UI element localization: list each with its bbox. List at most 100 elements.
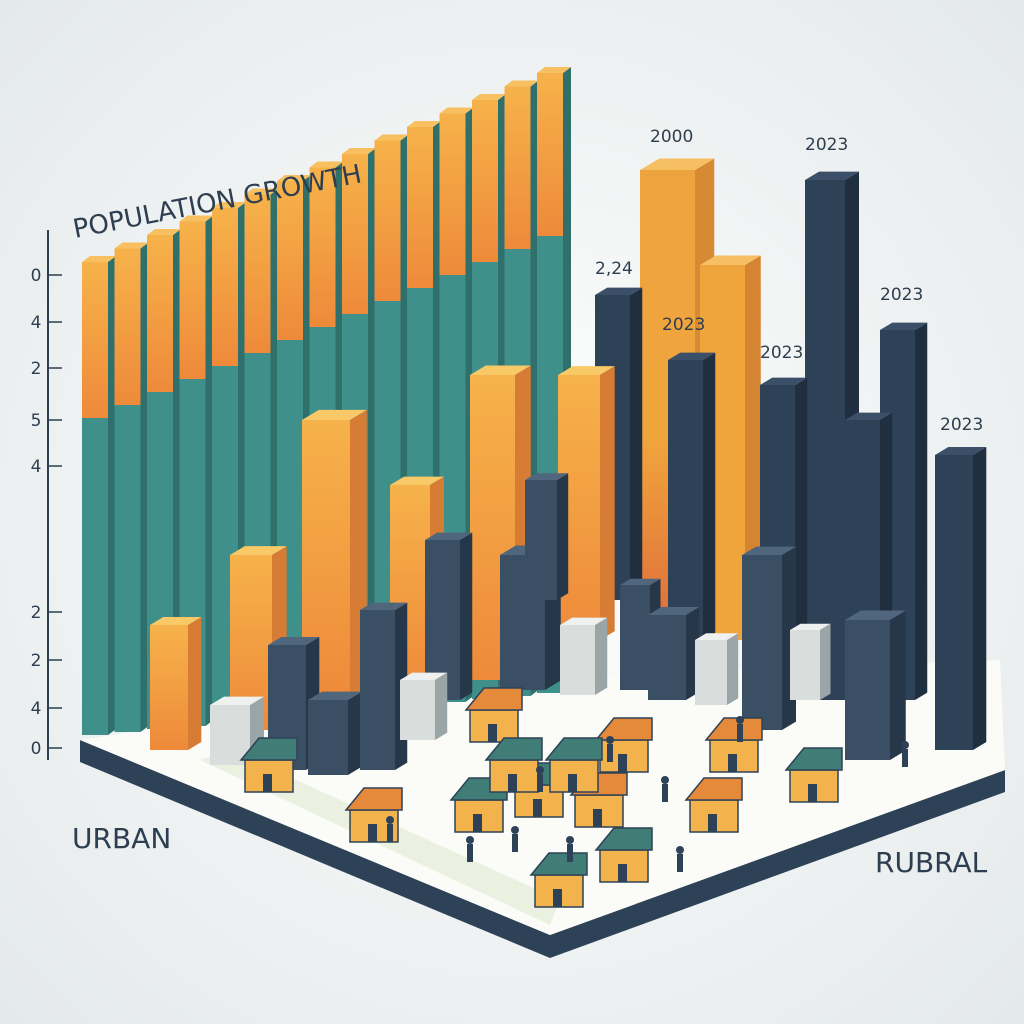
building-light-top xyxy=(210,696,264,705)
person-head xyxy=(536,766,544,774)
bar-front-side xyxy=(188,617,202,750)
house-door xyxy=(263,774,272,792)
bar-tall-top xyxy=(700,255,761,265)
building-light-side xyxy=(727,633,739,705)
house-roof xyxy=(704,717,763,741)
person-head xyxy=(736,716,744,724)
bar-top xyxy=(277,175,311,181)
bar-front xyxy=(150,625,188,750)
bar-tall-top xyxy=(640,158,715,170)
building-light xyxy=(400,680,435,740)
building-light-top xyxy=(400,672,448,680)
bar-top xyxy=(504,80,539,87)
house-door xyxy=(593,809,602,827)
person-body xyxy=(737,724,743,742)
bar-orange xyxy=(277,181,303,340)
year-label: 2023 xyxy=(880,285,923,305)
bar-top xyxy=(212,202,246,208)
house-roof xyxy=(464,687,523,711)
building-light-side xyxy=(595,617,608,695)
bar-front-top xyxy=(390,476,444,485)
bar-orange xyxy=(374,140,401,301)
house-door xyxy=(368,824,377,842)
house-door xyxy=(808,784,817,802)
bar-top xyxy=(114,242,149,249)
building-light-top xyxy=(695,633,739,640)
house-door xyxy=(473,814,482,832)
person-body xyxy=(902,749,908,767)
bar-top xyxy=(147,229,181,235)
bar-top xyxy=(407,121,441,127)
bar-top xyxy=(309,161,344,168)
bar-orange xyxy=(147,235,173,392)
building-tall xyxy=(935,455,973,750)
person-body xyxy=(677,854,683,872)
bar-top xyxy=(374,134,409,141)
bars xyxy=(82,67,987,908)
person-body xyxy=(567,844,573,862)
building-side xyxy=(348,691,362,775)
building-side xyxy=(890,610,906,760)
year-label: 2,24 xyxy=(595,259,633,279)
bar-top xyxy=(472,94,506,100)
building-top xyxy=(425,532,473,540)
house-roof xyxy=(484,737,543,761)
axis-label: 2 xyxy=(31,603,42,623)
axis-label: 0 xyxy=(31,739,42,759)
bar-orange xyxy=(472,100,498,262)
person-head xyxy=(511,826,519,834)
building xyxy=(845,620,890,760)
building-light-top xyxy=(790,623,831,630)
house-door xyxy=(508,774,517,792)
building-light-side xyxy=(820,623,831,700)
house-door xyxy=(553,889,562,907)
building xyxy=(525,480,557,600)
bar-orange xyxy=(342,154,368,314)
building-top xyxy=(620,578,661,585)
building-tall-side xyxy=(973,447,987,750)
building-top xyxy=(360,602,408,610)
bar-orange xyxy=(114,248,141,405)
building-tall-top xyxy=(845,412,893,420)
axis-label: 2 xyxy=(31,651,42,671)
house-roof xyxy=(684,777,743,801)
bar-top xyxy=(342,148,376,154)
building-top xyxy=(742,546,796,555)
right-label: RUBRAL xyxy=(875,846,988,879)
year-label: 2023 xyxy=(760,343,803,363)
building-light xyxy=(210,705,250,765)
axis-label: 4 xyxy=(31,699,42,719)
house-roof xyxy=(594,827,653,851)
building-top xyxy=(845,610,906,620)
year-label: 2023 xyxy=(662,315,705,335)
bar-orange xyxy=(504,86,531,249)
building xyxy=(308,700,348,775)
house-door xyxy=(533,799,542,817)
person-body xyxy=(387,824,393,842)
house-roof xyxy=(344,787,403,811)
bar-orange xyxy=(82,262,108,418)
building-side xyxy=(460,532,473,700)
bar-side xyxy=(368,148,376,711)
bar-top xyxy=(179,215,214,222)
person-body xyxy=(662,784,668,802)
person-head xyxy=(466,836,474,844)
building xyxy=(742,555,782,730)
person-head xyxy=(901,741,909,749)
person-body xyxy=(512,834,518,852)
bar-teal xyxy=(114,405,141,732)
axis-label: 4 xyxy=(31,457,42,477)
bar-front-top xyxy=(230,546,287,555)
building-top xyxy=(525,473,569,480)
person-body xyxy=(467,844,473,862)
building-tall-top xyxy=(595,287,643,295)
bar-orange xyxy=(537,73,563,236)
house-door xyxy=(708,814,717,832)
person-head xyxy=(606,736,614,744)
bar-orange xyxy=(244,194,271,353)
axis-label: 2 xyxy=(31,359,42,379)
person-head xyxy=(386,816,394,824)
bar-side xyxy=(173,229,181,729)
house-roof xyxy=(784,747,843,771)
house-door xyxy=(618,864,627,882)
